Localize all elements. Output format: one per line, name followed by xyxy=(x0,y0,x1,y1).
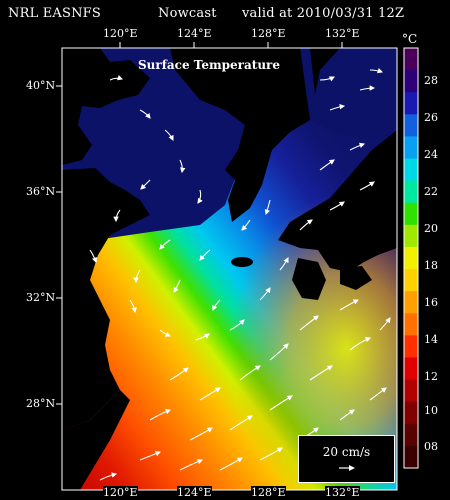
land-fujian-coast xyxy=(62,390,130,490)
colorbar-frame xyxy=(403,47,419,469)
colorbar-label-08: 08 xyxy=(424,440,438,453)
colorbar-swatch xyxy=(404,70,418,93)
colorbar-label-24: 24 xyxy=(424,148,438,161)
land-japan-honshu xyxy=(278,130,397,272)
lon-tick-top-120: 120°E xyxy=(103,27,138,40)
model-name: NRL EASNFS xyxy=(8,6,102,21)
colorbar-swatch xyxy=(404,445,418,469)
colorbar-label-14: 14 xyxy=(424,333,438,346)
land-kyushu xyxy=(292,258,326,300)
vector-scale-arrow-icon xyxy=(339,465,355,471)
lat-tick-40: 40°N xyxy=(26,79,56,92)
lat-tick-32: 32°N xyxy=(26,291,56,304)
colorbar-swatch xyxy=(404,48,418,71)
colorbar-swatch xyxy=(404,92,418,115)
map-frame xyxy=(61,47,398,491)
land-primorye xyxy=(310,48,340,95)
lat-tick-36: 36°N xyxy=(26,185,56,198)
sea-of-japan-cold-water xyxy=(300,48,397,140)
colorbar-swatch xyxy=(404,158,418,182)
land-china-coast xyxy=(62,168,150,430)
lon-tick-top-128: 128°E xyxy=(251,27,286,40)
colorbar-swatch xyxy=(404,224,418,248)
colorbar-swatch xyxy=(404,335,418,358)
lon-tick-bottom-124: 124°E xyxy=(177,486,212,499)
colorbar-swatch xyxy=(404,269,418,292)
colorbar-label-26: 26 xyxy=(424,111,438,124)
land-liaoning-hebei xyxy=(62,48,150,165)
colorbar-label-12: 12 xyxy=(424,370,438,383)
island-jeju xyxy=(231,257,253,267)
colorbar-swatch xyxy=(404,379,418,403)
vector-scale-legend: 20 cm/s xyxy=(298,435,395,483)
colorbar-swatch xyxy=(404,114,418,137)
colorbar-swatch xyxy=(404,291,418,314)
lon-tick-top-124: 124°E xyxy=(177,27,212,40)
temperature-colorbar xyxy=(403,47,419,469)
valid-time: valid at 2010/03/31 12Z xyxy=(242,6,405,21)
colorbar-swatch xyxy=(404,246,418,270)
colorbar-label-20: 20 xyxy=(424,222,438,235)
land-korean-peninsula xyxy=(170,48,310,222)
colorbar-swatch xyxy=(404,423,418,447)
product-type: Nowcast xyxy=(158,6,217,21)
colorbar-swatch xyxy=(404,313,418,336)
colorbar-label-10: 10 xyxy=(424,404,438,417)
colorbar-label-22: 22 xyxy=(424,185,438,198)
lon-tick-bottom-132: 132°E xyxy=(325,486,360,499)
colorbar-swatch xyxy=(404,180,418,204)
colorbar-swatch xyxy=(404,202,418,226)
map-title: Surface Temperature xyxy=(138,58,281,72)
lon-tick-bottom-128: 128°E xyxy=(251,486,286,499)
colorbar-label-18: 18 xyxy=(424,259,438,272)
land-shikoku xyxy=(340,266,372,290)
colorbar-swatch xyxy=(404,401,418,425)
colorbar-unit: °C xyxy=(402,32,418,46)
vector-scale-label: 20 cm/s xyxy=(322,445,371,459)
colorbar-swatch xyxy=(404,357,418,381)
colorbar-label-16: 16 xyxy=(424,296,438,309)
colorbar-label-28: 28 xyxy=(424,74,438,87)
surface-current-vectors xyxy=(89,68,391,481)
lon-tick-top-132: 132°E xyxy=(325,27,360,40)
lon-tick-bottom-120: 120°E xyxy=(103,486,138,499)
lat-tick-28: 28°N xyxy=(26,397,56,410)
colorbar-swatch xyxy=(404,136,418,160)
